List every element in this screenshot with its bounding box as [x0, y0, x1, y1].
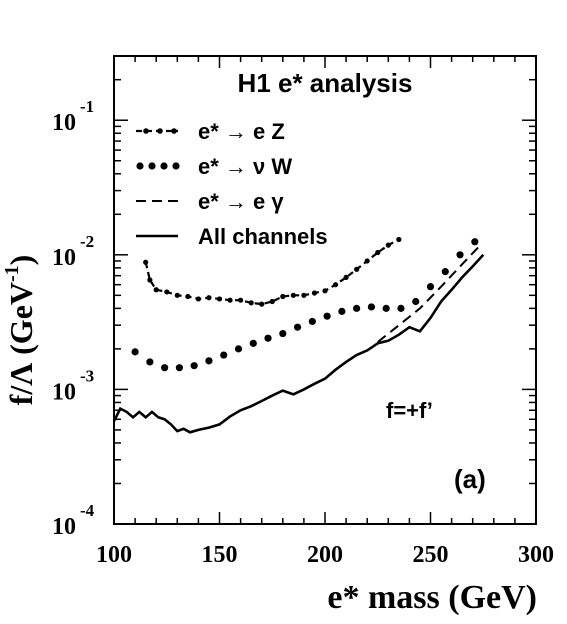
series-point-e-z: [216, 296, 223, 302]
series-line-e-z: [144, 238, 400, 306]
series-point-e-z: [301, 292, 307, 298]
y-axis-label: f/Λ (GeV-1): [1, 255, 39, 406]
legend-swatch-dot: [172, 162, 180, 170]
series-point-nu-w: [426, 283, 435, 291]
legend-entry: All channels: [136, 224, 328, 249]
y-axis-label-close: ): [3, 255, 39, 266]
series-point-nu-w: [367, 303, 376, 311]
y-tick-label: 10-1: [52, 97, 94, 136]
series-point-nu-w: [205, 357, 213, 365]
series-point-e-z: [259, 301, 265, 307]
series-point-e-z: [143, 259, 149, 265]
series-point-e-z: [195, 296, 201, 302]
series-point-e-z: [174, 292, 180, 298]
legend-label: e* → e Z: [198, 119, 285, 144]
legend-swatch-dot: [143, 128, 149, 134]
series-point-e-z: [396, 236, 402, 243]
legend-label: e* → ν W: [198, 154, 292, 179]
series-point-nu-w: [412, 297, 420, 306]
legend: e* → e Z e* → ν W e* → e γ All channels: [136, 119, 328, 249]
series-point-nu-w: [234, 345, 243, 353]
series-point-nu-w: [264, 334, 272, 342]
series-point-nu-w: [323, 312, 331, 320]
series-point-e-z: [238, 297, 244, 303]
series-point-e-z: [332, 282, 339, 288]
series-point-nu-w: [220, 351, 228, 359]
series-point-nu-w: [338, 307, 346, 315]
series-point-nu-w: [279, 329, 287, 338]
legend-swatch-dot: [160, 162, 168, 170]
series-point-e-z: [227, 297, 233, 303]
y-tick-base: 10: [52, 110, 76, 136]
series-point-e-z: [375, 249, 381, 256]
legend-label: e* → e γ: [198, 189, 284, 214]
x-axis-label: e* mass (GeV): [327, 579, 537, 616]
series-point-nu-w: [131, 348, 139, 356]
series-point-e-z: [290, 292, 296, 298]
series-line-e-gamma: [377, 245, 480, 343]
series-point-e-z: [385, 242, 391, 248]
y-axis-label-exponent: -1: [1, 265, 23, 282]
series-point-nu-w: [353, 304, 361, 312]
series-point-e-z: [185, 293, 191, 300]
y-tick-exponent: -1: [80, 97, 94, 116]
y-tick-base: 10: [52, 514, 76, 540]
series-point-e-z: [322, 288, 328, 294]
series-point-nu-w: [161, 364, 169, 372]
y-tick-label: 10-2: [52, 232, 94, 271]
legend-swatch-dot: [148, 162, 156, 170]
x-tick-label: 100: [96, 542, 132, 568]
series-point-e-z: [343, 274, 349, 280]
legend-swatch-dot: [136, 162, 144, 170]
y-axis-label-main: f/Λ (GeV: [3, 282, 39, 405]
legend-label: All channels: [198, 224, 328, 249]
y-tick-exponent: -2: [80, 232, 94, 251]
legend-entry: e* → e Z: [136, 119, 285, 144]
series-point-nu-w: [441, 268, 449, 276]
legend-entry: e* → ν W: [136, 154, 292, 179]
series-point-nu-w: [308, 317, 316, 326]
series-point-e-z: [280, 293, 286, 300]
legend-swatch-dot: [171, 128, 177, 134]
series-point-nu-w: [456, 251, 464, 259]
y-tick-exponent: -3: [80, 366, 94, 385]
x-tick-label: 200: [307, 542, 343, 568]
legend-entry: e* → e γ: [136, 189, 284, 214]
series-point-e-z: [153, 287, 159, 293]
x-tick-label: 300: [518, 542, 554, 568]
y-tick-label: 10-3: [52, 366, 94, 405]
series-point-e-z: [364, 258, 370, 264]
series-point-e-z: [248, 300, 254, 306]
y-tick-label: 10-4: [52, 501, 95, 540]
series-point-nu-w: [293, 323, 302, 331]
legend-swatch-dot: [157, 128, 163, 134]
series-point-nu-w: [397, 304, 405, 312]
x-tick-label: 250: [413, 542, 449, 568]
series-point-e-z: [164, 289, 170, 295]
series-point-nu-w: [382, 304, 390, 312]
series-point-e-z: [311, 290, 318, 296]
series-point-e-z: [206, 295, 212, 301]
series-point-e-z: [269, 298, 275, 305]
series-layer: [112, 236, 485, 434]
annotation-coupling: f=+f’: [386, 398, 433, 423]
y-tick-exponent: -4: [80, 501, 95, 520]
series-point-nu-w: [146, 358, 154, 366]
y-tick-base: 10: [52, 379, 76, 405]
series-point-nu-w: [249, 339, 257, 347]
series-point-nu-w: [175, 364, 184, 372]
x-tick-label: 150: [202, 542, 238, 568]
y-tick-base: 10: [52, 245, 76, 271]
series-point-nu-w: [471, 238, 479, 246]
series-point-nu-w: [190, 362, 198, 370]
chart-title: H1 e* analysis: [238, 68, 413, 98]
annotation-panel-label: (a): [454, 464, 486, 494]
series-point-e-z: [354, 266, 360, 272]
series-point-e-z: [147, 277, 153, 283]
series-line-all-channels: [112, 253, 485, 434]
